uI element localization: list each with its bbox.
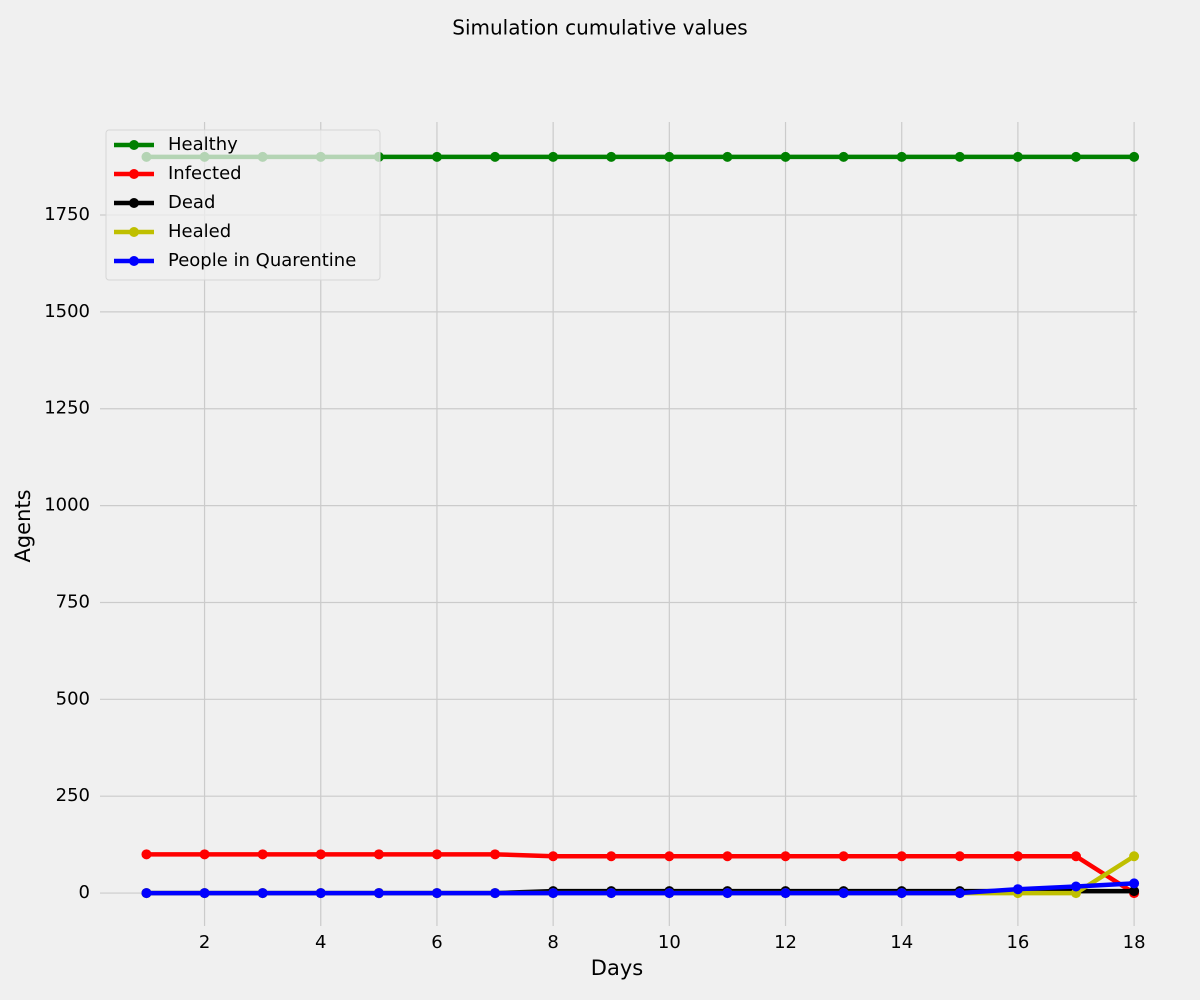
x-tick-label: 2 <box>199 932 210 953</box>
y-tick-label: 1750 <box>44 204 90 225</box>
point <box>722 851 733 862</box>
point <box>1012 851 1023 862</box>
x-tick-label: 6 <box>431 932 442 953</box>
y-tick-label: 0 <box>79 882 90 903</box>
point <box>199 888 210 899</box>
point <box>1071 851 1081 862</box>
legend-label: Infected <box>168 163 242 184</box>
point <box>431 151 442 162</box>
y-tick-label: 1000 <box>44 495 90 516</box>
point <box>548 151 559 162</box>
x-tick-label: 14 <box>890 932 913 953</box>
legend-box <box>105 129 381 281</box>
point <box>780 888 791 899</box>
y-tick-label: 500 <box>56 688 90 709</box>
x-tick-label: 18 <box>1123 932 1146 953</box>
legend-marker <box>129 256 139 266</box>
legend-label: People in Quarentine <box>168 250 356 271</box>
series-line <box>146 881 1135 896</box>
point <box>1129 851 1140 862</box>
point <box>896 888 907 899</box>
legend-label: Healthy <box>168 134 238 155</box>
point <box>954 151 965 162</box>
point <box>664 888 675 899</box>
point <box>664 851 675 862</box>
point <box>431 888 442 899</box>
point <box>606 151 617 162</box>
point <box>141 849 152 860</box>
legend-label: Dead <box>168 192 215 213</box>
point <box>722 151 733 162</box>
point <box>1071 881 1081 892</box>
y-axis-label: Agents <box>11 489 35 562</box>
point <box>1012 884 1023 895</box>
point <box>373 888 384 899</box>
legend-marker <box>129 169 139 179</box>
point <box>1012 151 1023 162</box>
point <box>896 151 907 162</box>
point <box>373 849 384 860</box>
x-tick-label: 8 <box>547 932 558 953</box>
point <box>431 849 442 860</box>
point <box>838 888 849 899</box>
point <box>1071 151 1081 162</box>
legend-marker <box>129 140 139 150</box>
point <box>954 851 965 862</box>
chart-title: Simulation cumulative values <box>452 16 747 40</box>
y-tick-label: 750 <box>56 591 90 612</box>
point <box>838 851 849 862</box>
point <box>838 151 849 162</box>
series-line <box>146 852 1136 895</box>
point <box>257 849 268 860</box>
point <box>141 888 152 899</box>
point <box>606 851 617 862</box>
y-tick-label: 1250 <box>44 398 90 419</box>
point <box>490 151 501 162</box>
point <box>1129 151 1140 162</box>
point <box>1129 886 1140 897</box>
point <box>490 849 501 860</box>
point <box>315 849 326 860</box>
point <box>780 151 791 162</box>
point <box>896 851 907 862</box>
point <box>606 888 617 899</box>
x-tick-label: 16 <box>1006 932 1029 953</box>
legend-label: Healed <box>168 221 231 242</box>
point <box>315 888 326 899</box>
legend-marker <box>129 227 139 237</box>
point <box>664 151 675 162</box>
point <box>722 888 733 899</box>
legend-marker <box>129 198 139 208</box>
y-tick-label: 250 <box>56 785 90 806</box>
point <box>954 888 965 899</box>
point <box>548 888 559 899</box>
point <box>548 851 559 862</box>
point <box>257 888 268 899</box>
point <box>490 888 501 899</box>
point <box>1129 878 1140 889</box>
point <box>199 849 210 860</box>
point <box>780 851 791 862</box>
x-axis-label: Days <box>591 956 643 980</box>
x-tick-label: 10 <box>658 932 681 953</box>
y-tick-label: 1500 <box>44 301 90 322</box>
x-tick-label: 12 <box>774 932 797 953</box>
x-tick-label: 4 <box>315 932 326 953</box>
